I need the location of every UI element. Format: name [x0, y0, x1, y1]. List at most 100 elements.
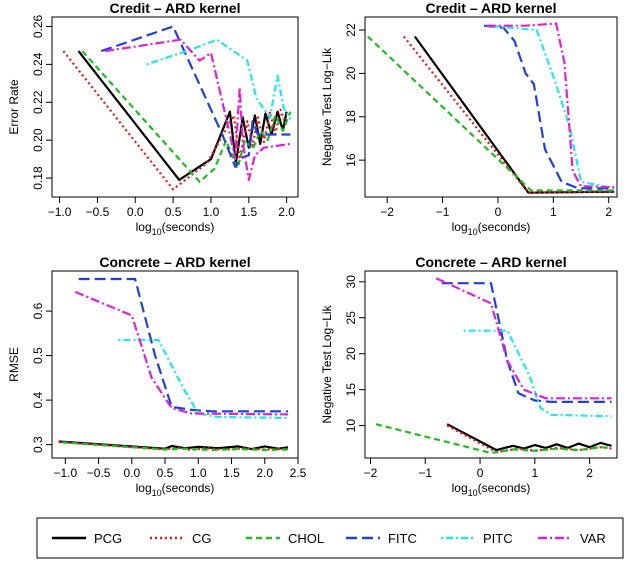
x-tick-label: −1 — [418, 466, 432, 480]
y-tick-label: 25 — [344, 311, 358, 325]
y-tick-label: 0.3 — [31, 436, 45, 453]
x-axis-label-subscript: 10 — [152, 227, 162, 237]
x-tick-label: 2.0 — [278, 205, 295, 219]
x-tick-label: −0.5 — [86, 205, 110, 219]
plot-frame — [51, 16, 299, 198]
x-axis-label: log10(seconds) — [452, 481, 531, 498]
y-tick-label: 20 — [344, 347, 358, 361]
x-axis-label-subscript: 10 — [152, 488, 162, 498]
chart-panel-3: Concrete – ARD kernel −1.0 −0.5 0.0 0.5 1.0 1.… — [7, 254, 307, 498]
x-axis-label-rest: (seconds) — [162, 220, 215, 234]
y-axis-label: Error Rate — [7, 79, 21, 135]
series-line-fitc — [100, 25, 291, 168]
y-tick-label: 15 — [344, 383, 358, 397]
y-tick-label: 20 — [344, 66, 358, 80]
x-tick-label: 1 — [550, 205, 557, 219]
x-axis-label-main: log — [136, 481, 152, 495]
plot-frame — [364, 16, 618, 198]
x-tick-label: 1.0 — [203, 205, 220, 219]
x-tick-label: 0 — [477, 466, 484, 480]
series-line-var — [435, 277, 612, 400]
series-line-var — [74, 290, 289, 416]
x-tick-label: 0.0 — [127, 205, 144, 219]
y-tick-label: 0.4 — [31, 391, 45, 408]
chart-panel-1: Credit – ARD kernel −1.0 −0.5 0.0 0.5 1.0 1.5 2… — [7, 0, 299, 237]
legend-label-chol: CHOL — [288, 531, 324, 546]
series-line-var — [104, 38, 291, 181]
x-tick-label: 1.5 — [240, 205, 257, 219]
y-tick-label: 16 — [344, 153, 358, 167]
x-tick-label: 1 — [531, 466, 538, 480]
chart-title: Concrete – ARD kernel — [99, 254, 250, 270]
x-axis-label-rest: (seconds) — [478, 220, 531, 234]
y-axis-label: Negative Test Log−Lik — [320, 47, 334, 166]
x-axis-label-subscript: 10 — [468, 488, 478, 498]
series-line-pitc — [118, 338, 289, 419]
series-line-fitc — [78, 277, 288, 413]
chart-title: Credit – ARD kernel — [110, 0, 241, 16]
x-axis-label: log10(seconds) — [136, 220, 215, 237]
x-axis-label: log10(seconds) — [136, 481, 215, 498]
series-line-cg — [402, 35, 615, 194]
y-axis-label: Negative Test Log−Lik — [320, 304, 334, 423]
series-line-chol — [367, 35, 615, 192]
series-line-chol — [61, 441, 289, 452]
x-tick-label: 2.5 — [290, 466, 307, 480]
y-tick-label: 0.6 — [31, 302, 45, 319]
y-axis-label: RMSE — [7, 347, 21, 382]
x-tick-label: 2 — [586, 466, 593, 480]
legend-box — [36, 517, 624, 559]
series-line-cg — [58, 440, 289, 452]
chart-panel-2: Credit – ARD kernel −2 −1 0 1 2 16 18 20 22 log10(… — [320, 0, 618, 237]
legend-label-var: VAR — [580, 531, 606, 546]
series-line-pcg — [413, 35, 615, 194]
series-line-var — [486, 22, 615, 189]
x-axis-label-main: log — [136, 220, 152, 234]
series-line-pitc — [486, 24, 615, 190]
series-line-pitc — [146, 38, 292, 120]
x-axis-label-main: log — [452, 220, 468, 234]
y-tick-label: 0.20 — [31, 128, 45, 152]
y-tick-label: 0.18 — [31, 166, 45, 190]
x-tick-label: 0.5 — [165, 205, 182, 219]
chart-title: Concrete – ARD kernel — [415, 254, 566, 270]
chart-panel-4: Concrete – ARD kernel −2 −1 0 1 2 10 15 20 25 30 lo… — [320, 254, 618, 498]
series-line-fitc — [441, 282, 612, 403]
x-tick-label: 2 — [605, 205, 612, 219]
y-tick-label: 10 — [344, 419, 358, 433]
x-tick-label: −1 — [436, 205, 450, 219]
y-tick-label: 0.5 — [31, 347, 45, 364]
y-tick-label: 0.22 — [31, 90, 45, 114]
y-tick-label: 18 — [344, 110, 358, 124]
x-tick-label: −0.5 — [87, 466, 111, 480]
legend-label-pcg: PCG — [94, 531, 122, 546]
legend-label-pitc: PITC — [483, 531, 513, 546]
series-line-fitc — [483, 24, 615, 190]
series-line-chol — [81, 50, 292, 183]
chart-title: Credit – ARD kernel — [426, 0, 557, 16]
x-tick-label: −1.0 — [48, 205, 72, 219]
legend-label-fitc: FITC — [388, 531, 417, 546]
x-tick-label: 1.5 — [223, 466, 240, 480]
x-axis-label-rest: (seconds) — [162, 481, 215, 495]
series-line-pcg — [77, 50, 288, 181]
x-tick-label: 1.0 — [190, 466, 207, 480]
x-tick-label: 0 — [495, 205, 502, 219]
y-tick-label: 0.24 — [31, 52, 45, 76]
legend: PCG CG CHOL FITC PITC VAR — [36, 517, 624, 559]
x-tick-label: 0.0 — [123, 466, 140, 480]
x-axis-label-subscript: 10 — [468, 227, 478, 237]
x-axis-label: log10(seconds) — [452, 220, 531, 237]
series-line-chol — [375, 423, 612, 455]
plot-frame — [364, 270, 618, 459]
x-axis-label-rest: (seconds) — [478, 481, 531, 495]
x-tick-label: −2 — [364, 466, 378, 480]
y-tick-label: 30 — [344, 275, 358, 289]
legend-label-cg: CG — [192, 531, 212, 546]
x-axis-label-main: log — [452, 481, 468, 495]
series-line-pitc — [463, 329, 612, 418]
x-tick-label: 0.5 — [157, 466, 174, 480]
plot-frame — [51, 270, 299, 459]
x-tick-label: 2.0 — [256, 466, 273, 480]
